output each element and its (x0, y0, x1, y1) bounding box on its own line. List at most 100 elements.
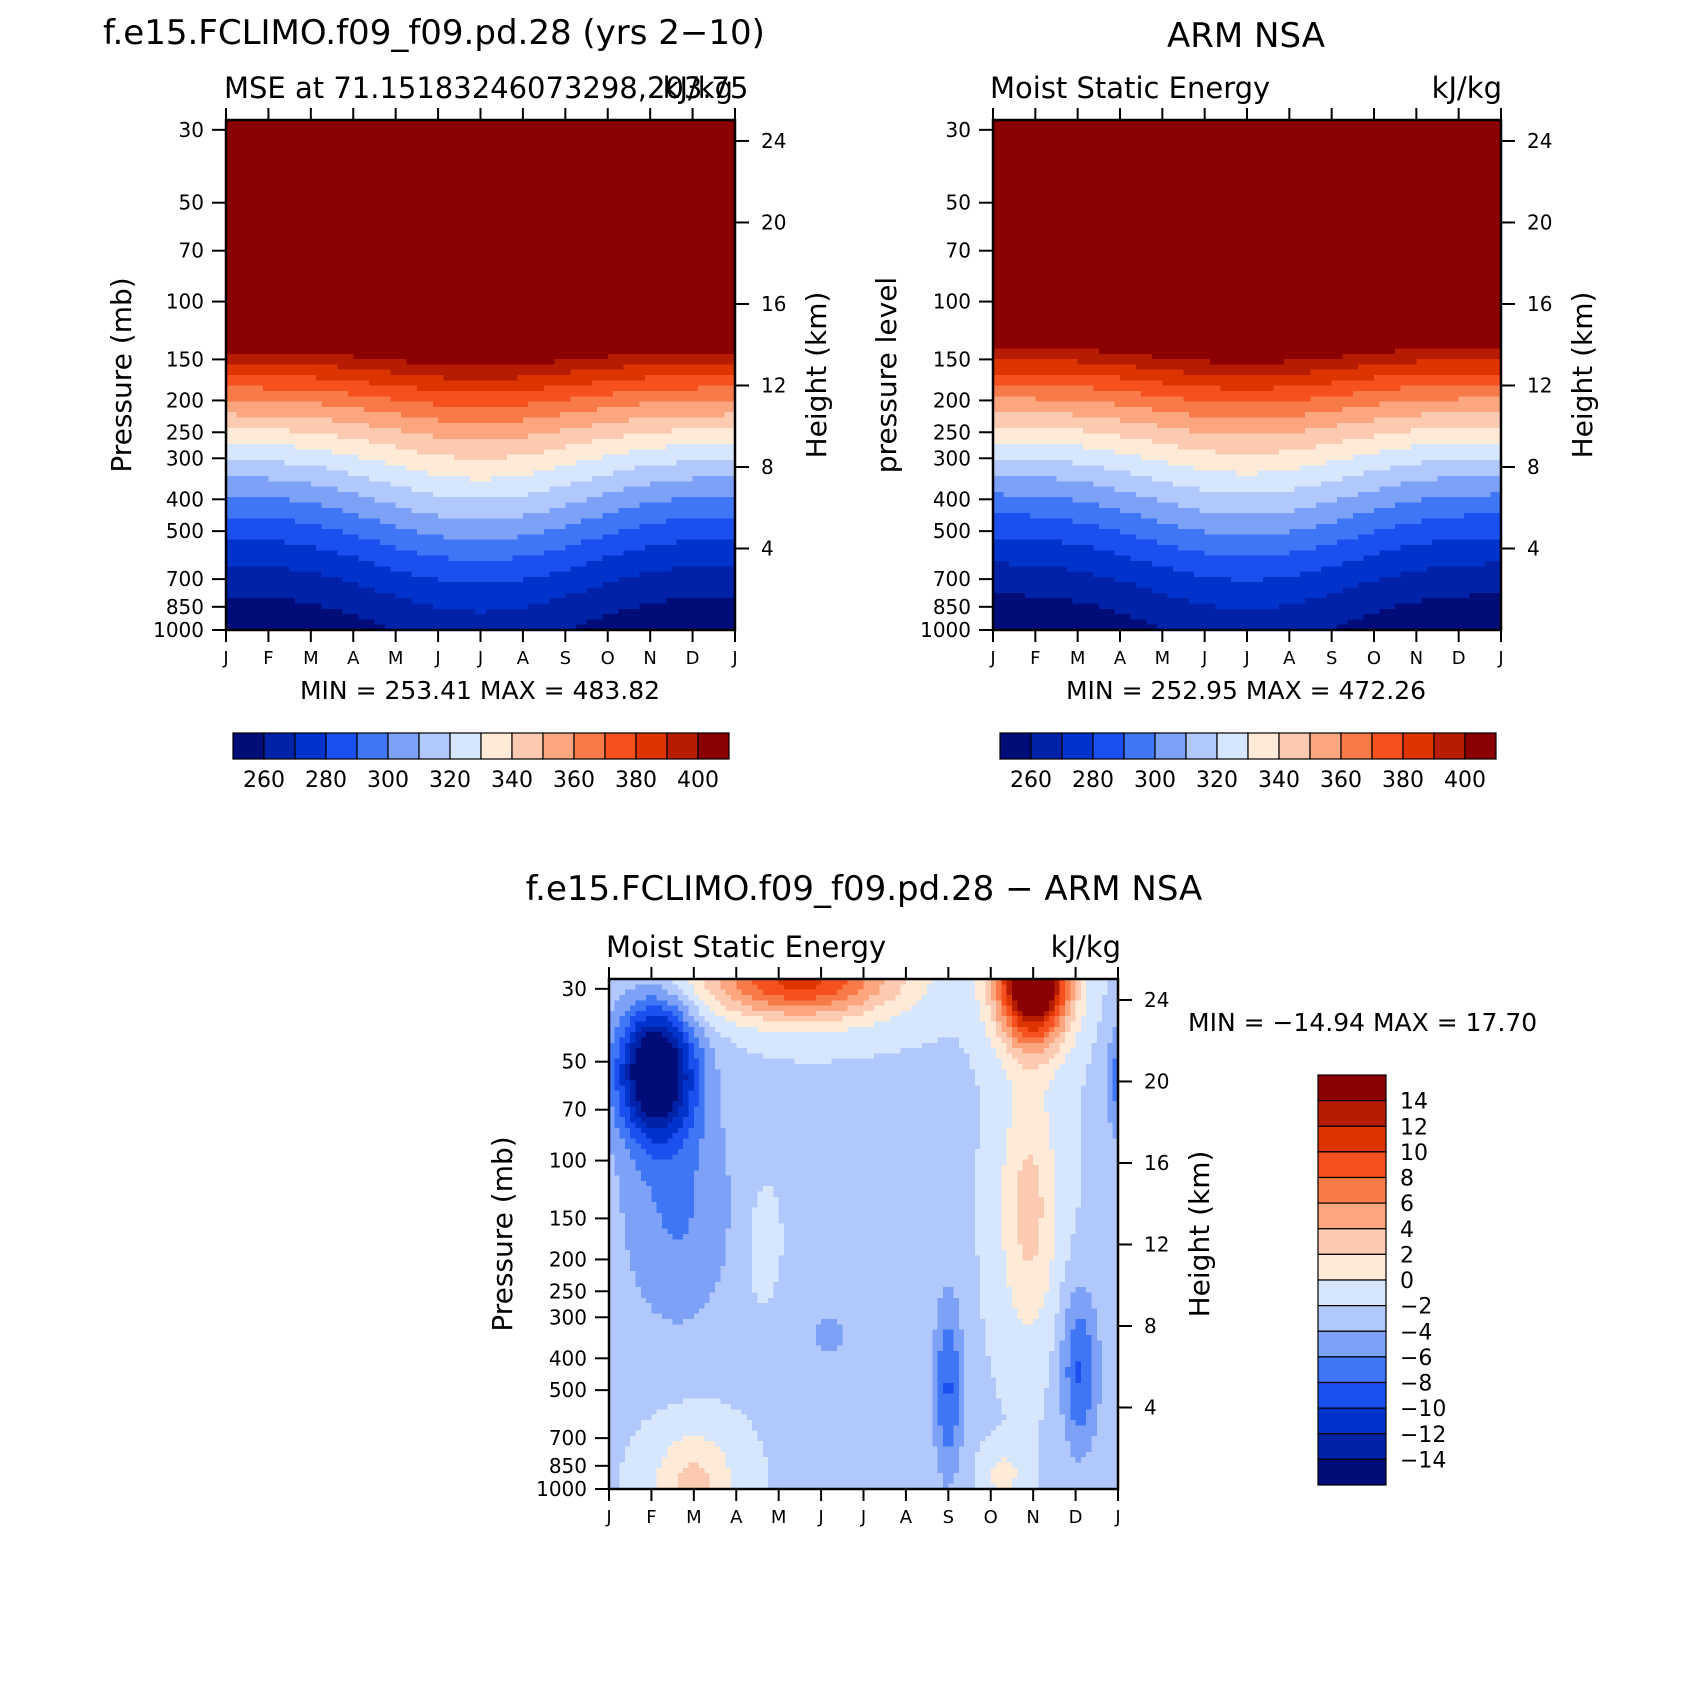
contour-cell (491, 163, 497, 169)
contour-cell (263, 242, 269, 248)
contour-cell (687, 364, 693, 370)
contour-cell (671, 194, 677, 200)
contour-cell (481, 380, 487, 386)
contour-cell (539, 348, 545, 354)
contour-cell (353, 200, 359, 206)
contour-cell (284, 269, 290, 275)
contour-cell (502, 163, 508, 169)
contour-cell (496, 157, 502, 163)
contour-cell (459, 237, 465, 243)
contour-cell (714, 290, 720, 296)
contour-cell (290, 327, 296, 333)
contour-cell (560, 348, 566, 354)
contour-cell (671, 226, 677, 232)
contour-cell (571, 386, 577, 392)
contour-cell (693, 131, 699, 137)
contour-cell (565, 348, 571, 354)
contour-cell (539, 364, 545, 370)
contour-cell (258, 348, 264, 354)
contour-cell (427, 274, 433, 280)
contour-cell (316, 348, 322, 354)
contour-cell (597, 306, 603, 312)
contour-cell (343, 348, 349, 354)
contour-cell (486, 194, 492, 200)
contour-cell (682, 322, 688, 328)
contour-cell (316, 131, 322, 137)
contour-cell (470, 274, 476, 280)
contour-cell (438, 168, 444, 174)
contour-cell (242, 248, 248, 254)
contour-cell (703, 200, 709, 206)
contour-cell (343, 194, 349, 200)
contour-cell (714, 386, 720, 392)
contour-cell (306, 274, 312, 280)
contour-cell (703, 380, 709, 386)
contour-cell (708, 279, 714, 285)
contour-cell (465, 232, 471, 238)
contour-cell (629, 173, 635, 179)
contour-cell (443, 391, 449, 397)
contour-cell (337, 359, 343, 365)
contour-cell (581, 370, 587, 376)
contour-cell (406, 370, 412, 376)
contour-cell (523, 210, 529, 216)
contour-cell (698, 354, 704, 360)
contour-cell (396, 263, 402, 269)
contour-cell (459, 322, 465, 328)
contour-cell (290, 168, 296, 174)
contour-cell (671, 274, 677, 280)
contour-cell (528, 354, 534, 360)
contour-cell (486, 173, 492, 179)
contour-cell (337, 391, 343, 397)
contour-cell (364, 290, 370, 296)
contour-cell (247, 258, 253, 264)
contour-cell (427, 258, 433, 264)
contour-cell (427, 311, 433, 317)
contour-cell (491, 226, 497, 232)
contour-cell (443, 248, 449, 254)
contour-cell (284, 391, 290, 397)
contour-cell (390, 258, 396, 264)
contour-cell (481, 348, 487, 354)
contour-cell (491, 242, 497, 248)
contour-cell (719, 248, 725, 254)
contour-cell (602, 370, 608, 376)
contour-cell (263, 136, 269, 142)
contour-cell (592, 173, 598, 179)
contour-cell (518, 221, 524, 227)
contour-cell (353, 290, 359, 296)
contour-cell (364, 391, 370, 397)
contour-cell (237, 221, 243, 227)
contour-cell (284, 322, 290, 328)
contour-cell (247, 248, 253, 254)
contour-cell (475, 221, 481, 227)
contour-cell (523, 306, 529, 312)
contour-cell (465, 200, 471, 206)
contour-cell (512, 125, 518, 131)
contour-cell (661, 253, 667, 259)
contour-cell (624, 136, 630, 142)
contour-cell (523, 338, 529, 344)
contour-cell (396, 295, 402, 301)
contour-cell (284, 285, 290, 291)
contour-cell (502, 333, 508, 339)
contour-cell (634, 216, 640, 222)
contour-cell (613, 364, 619, 370)
contour-cell (247, 348, 253, 354)
contour-cell (491, 173, 497, 179)
contour-cell (258, 274, 264, 280)
contour-cell (539, 205, 545, 211)
contour-cell (565, 364, 571, 370)
contour-cell (327, 391, 333, 397)
contour-cell (703, 232, 709, 238)
contour-cell (454, 194, 460, 200)
contour-cell (279, 343, 285, 349)
contour-cell (316, 295, 322, 301)
contour-cell (327, 210, 333, 216)
contour-cell (571, 322, 577, 328)
contour-cell (624, 200, 630, 206)
contour-cell (475, 263, 481, 269)
contour-cell (311, 327, 317, 333)
contour-cell (666, 364, 672, 370)
contour-cell (369, 157, 375, 163)
